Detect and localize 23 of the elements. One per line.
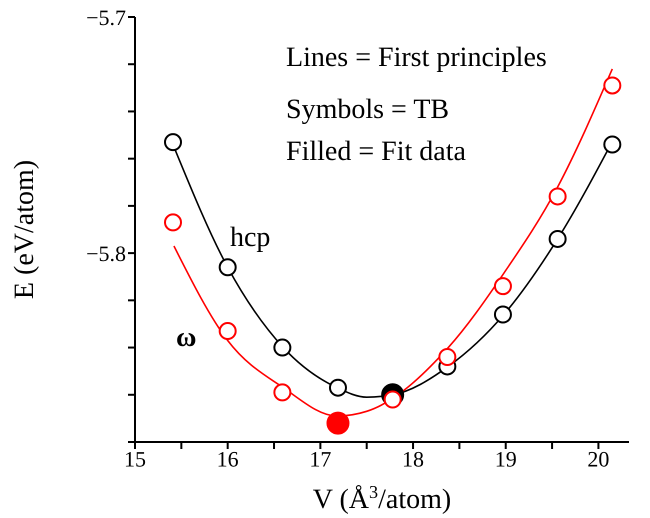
annotation: Lines = First principles: [286, 42, 547, 73]
x-tick-label: 16: [216, 446, 239, 472]
x-tick-label: 15: [124, 446, 146, 472]
point: [438, 348, 456, 366]
series-label: ω: [176, 322, 196, 353]
point: [548, 230, 567, 248]
point: [603, 136, 622, 154]
series-label: hcp: [230, 222, 270, 253]
x-tick-label: 18: [402, 446, 424, 472]
point: [164, 133, 182, 152]
annotation: Symbols = TB: [286, 94, 450, 125]
x-tick-label: 19: [494, 446, 517, 472]
annotation: Filled = Fit data: [286, 136, 466, 167]
x-tick-label: 20: [587, 446, 610, 472]
point: [273, 338, 292, 357]
x-tick-label: 17: [309, 446, 332, 472]
point: [494, 306, 512, 324]
y-tick-label: −5.7: [86, 4, 126, 30]
x-axis-title: V (Å$^{3}$/atom): [312, 482, 452, 515]
y-axis-title: E (eV/atom): [9, 160, 40, 300]
point: [328, 378, 347, 397]
point: [218, 258, 237, 276]
y-tick-label: −5.8: [86, 240, 126, 266]
